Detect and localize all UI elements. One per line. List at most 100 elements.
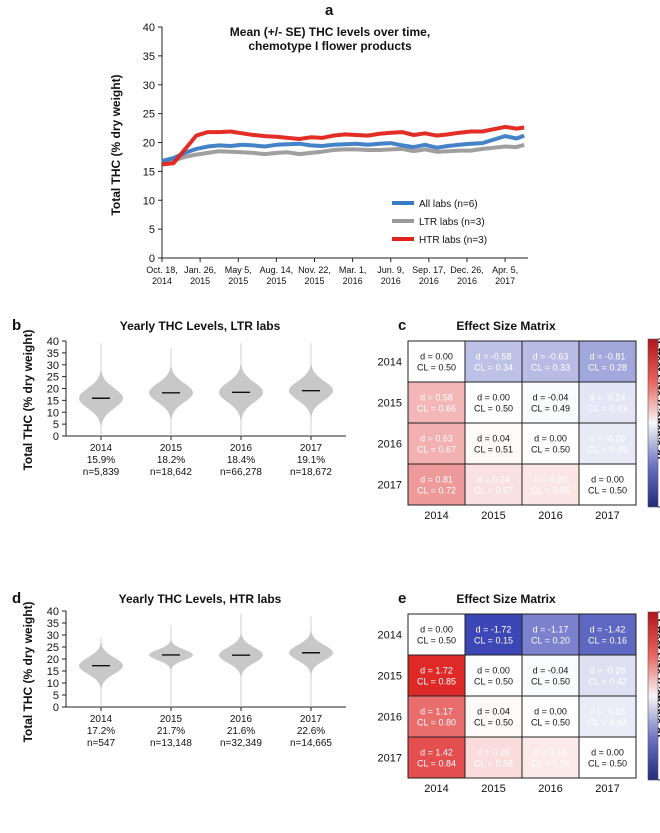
panel-e-cell-d-label: d = -0.28 [590,666,626,676]
panel-b-n-label: n=5,839 [83,467,120,478]
panel-d-n-label: n=32,349 [220,738,262,749]
panel-b-category-label: 2017 [300,443,323,454]
panel-a-series-line-ltr [161,142,525,165]
panel-a-y-tick-label: 40 [143,22,155,34]
panel-c-cell-d-label: d = -0.24 [590,393,626,403]
panel-e-cell-cl-label: CL = 0.50 [474,677,513,687]
panel-b-violin-2016 [219,343,263,436]
panel-a-y-tick-label: 15 [143,166,155,178]
panel-b-y-tick-label: 0 [53,431,59,443]
panel-e-cell [521,695,580,738]
panel-c-cell-cl-label: CL = 0.28 [588,363,627,373]
panel-d-category-label: 2014 [90,714,113,725]
panel-c-cell [464,422,523,465]
panel-label-d: d [12,590,21,607]
panel-d-violin-2016 [219,613,263,707]
panel-a-x-tick-label-line1: Jan. 26, [184,265,216,275]
panel-d-y-tick-label: 15 [47,666,59,678]
panel-b-category-label: 2015 [160,443,183,454]
panel-e-cell-d-label: d = -1.72 [476,625,512,635]
panel-d-mean-label: 21.6% [227,726,255,737]
panel-c-cell-d-label: d = -0.20 [590,434,626,444]
panel-c-cell [521,463,580,506]
panel-a-y-tick-label: 20 [143,138,155,150]
panel-e-cell [407,736,466,779]
panel-b-n-label: n=66,278 [220,467,262,478]
panel-b-y-tick-label: 30 [47,360,59,372]
panel-b-mean-label: 15.9% [87,455,115,466]
panel-e-cell-cl-label: CL = 0.15 [474,636,513,646]
panel-e-cell-cl-label: CL = 0.50 [474,718,513,728]
panel-c-cell [578,463,637,506]
panel-c-cell-d-label: d = 0.63 [420,434,453,444]
panel-c-cell-d-label: d = 0.00 [534,434,567,444]
panel-c-cell-d-label: d = 0.00 [591,475,624,485]
panel-a-legend-label-htr: HTR labs (n=3) [419,235,487,246]
panel-c-cell [464,463,523,506]
panel-e-cell [521,613,580,656]
panel-e-cell-cl-label: CL = 0.50 [531,677,570,687]
panel-a-legend-label-all: All labs (n=6) [419,199,478,210]
panel-e-cell-d-label: d = -0.18 [590,707,626,717]
panel-c-title: Effect Size Matrix [456,319,556,333]
panel-b-n-label: n=18,642 [150,467,192,478]
panel-c-row-label: 2015 [378,398,402,410]
panel-e-cell-cl-label: CL = 0.85 [417,677,456,687]
panel-d-mean-label: 17.2% [87,726,115,737]
panel-c-cell-d-label: d = -0.58 [476,352,512,362]
panel-c-row-label: 2016 [378,439,402,451]
panel-b-y-tick-label: 25 [47,372,59,384]
panel-e-cell [464,613,523,656]
panel-e-cell-d-label: d = -1.17 [533,625,569,635]
panel-e-cell-d-label: d = 0.00 [420,625,453,635]
panel-d-title: Yearly THC Levels, HTR labs [119,592,282,606]
panel-e-cell-cl-label: CL = 0.20 [531,636,570,646]
panel-c-cell [578,422,637,465]
panel-c-cell-d-label: d = 0.04 [477,434,510,444]
panel-d-y-tick-label: 25 [47,642,59,654]
panel-b-title: Yearly THC Levels, LTR labs [120,319,281,333]
panel-a-x-tick-label-line2: 2017 [495,276,515,286]
panel-a-line-chart: Mean (+/- SE) THC levels over time, chem… [109,22,528,286]
panel-e-cell-d-label: d = 0.00 [477,666,510,676]
panel-e-cell-d-label: d = 0.18 [534,748,567,758]
panel-e-cell-cl-label: CL = 0.50 [588,759,627,769]
panel-a-series-line-all [161,133,525,163]
panel-c-cell [464,340,523,383]
panel-b-y-axis-label: Total THC (% dry weight) [21,329,35,470]
panel-a-x-tick-label-line1: May 5, [225,265,252,275]
panel-a-x-tick-label-line2: 2016 [381,276,401,286]
panel-d-category-label: 2015 [160,714,183,725]
panel-e-cell-d-label: d = 1.17 [420,707,453,717]
panel-c-cell-cl-label: CL = 0.66 [417,404,456,414]
panel-e-cell-d-label: d = -0.04 [533,666,569,676]
panel-c-cell-cl-label: CL = 0.43 [588,404,627,414]
panel-b-y-tick-label: 15 [47,395,59,407]
panel-e-cell-cl-label: CL = 0.42 [588,677,627,687]
panel-e-cell [464,654,523,697]
panel-a-y-tick-label: 0 [149,253,155,265]
panel-a-x-tick-label-line2: 2015 [266,276,286,286]
panel-a-y-tick-label: 30 [143,80,155,92]
panel-d-y-axis-label: Total THC (% dry weight) [21,601,35,742]
panel-e-cell [578,613,637,656]
panel-a-x-tick-label-line1: Dec. 26, [450,265,484,275]
panel-e-effect-size-matrix: Effect Size Matrix Effect Size (Cohen's … [378,592,660,795]
panel-d-violin-2017 [289,615,333,707]
panel-c-cell [464,381,523,424]
panel-e-cell-cl-label: CL = 0.56 [531,759,570,769]
panel-c-cell [407,340,466,383]
panel-a-x-tick-label-line1: Mar. 1, [339,265,367,275]
panel-b-category-label: 2016 [230,443,253,454]
panel-b-n-label: n=18,672 [290,467,332,478]
panel-e-cell-d-label: d = 0.04 [477,707,510,717]
panel-label-c: c [398,317,406,334]
panel-a-x-tick-label-line1: Jun. 9, [377,265,404,275]
panel-e-cell-d-label: d = 0.26 [477,748,510,758]
panel-b-category-label: 2014 [90,443,113,454]
panel-c-row-label: 2014 [378,357,402,369]
panel-a-y-tick-label: 35 [143,51,155,63]
panel-a-x-tick-label-line1: Sep. 17, [412,265,446,275]
panel-a-x-tick-label-line2: 2016 [419,276,439,286]
panel-d-y-tick-label: 40 [47,606,59,618]
